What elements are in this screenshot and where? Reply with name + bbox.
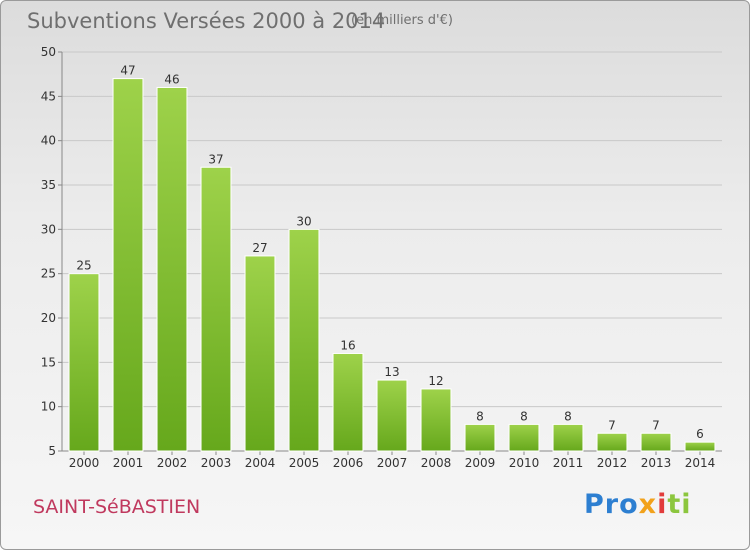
data-label: 7 <box>652 418 660 432</box>
y-tick-label: 15 <box>41 355 56 369</box>
x-tick-label: 2009 <box>465 456 496 470</box>
bar-2000 <box>68 273 100 452</box>
bar-2011 <box>552 423 584 452</box>
bar-2006 <box>332 352 364 452</box>
data-label: 25 <box>76 259 91 273</box>
x-tick-label: 2004 <box>245 456 276 470</box>
bar-2001 <box>112 78 144 452</box>
x-tick-label: 2000 <box>69 456 100 470</box>
data-label: 27 <box>252 241 267 255</box>
bar-2009 <box>464 423 496 452</box>
x-tick-label: 2013 <box>641 456 672 470</box>
y-tick-label: 5 <box>48 444 56 458</box>
y-tick-labels: 5 10 15 20 25 30 35 40 45 50 <box>41 45 56 458</box>
logo-part: Pro <box>584 489 639 520</box>
y-tick-label: 45 <box>41 89 56 103</box>
logo-part: x <box>638 489 658 520</box>
y-tick-label: 30 <box>41 222 56 236</box>
data-label: 8 <box>564 409 572 423</box>
bars <box>68 78 716 452</box>
bar-2005 <box>288 228 320 452</box>
x-tick-label: 2005 <box>289 456 320 470</box>
x-tick-label: 2003 <box>201 456 232 470</box>
y-tick-label: 35 <box>41 178 56 192</box>
data-label: 6 <box>696 427 704 441</box>
x-tick-label: 2012 <box>597 456 628 470</box>
bar-2002 <box>156 86 188 452</box>
x-tick-label: 2010 <box>509 456 540 470</box>
data-label: 16 <box>340 338 355 352</box>
data-label: 8 <box>520 409 528 423</box>
bar-2012 <box>596 432 628 452</box>
proxiti-logo: Proxiti <box>584 489 692 520</box>
y-tick-label: 25 <box>41 267 56 281</box>
chart-unit: (en milliers d'€) <box>351 13 453 28</box>
data-label: 47 <box>120 64 135 78</box>
x-tick-label: 2002 <box>157 456 188 470</box>
bar-2010 <box>508 423 540 452</box>
x-tick-label: 2001 <box>113 456 144 470</box>
y-tick-label: 10 <box>41 400 56 414</box>
x-tick-labels: 2000 2001 2002 2003 2004 2005 2006 2007 2008 2009… <box>69 456 716 470</box>
data-labels: 25 47 46 37 27 30 16 13 12 8 8 8 7 7 6 <box>76 64 703 442</box>
y-tick-label: 50 <box>41 45 56 59</box>
bar-2014 <box>684 441 716 452</box>
data-label: 8 <box>476 409 484 423</box>
x-tick-label: 2014 <box>685 456 716 470</box>
x-tick-label: 2008 <box>421 456 452 470</box>
bar-2013 <box>640 432 672 452</box>
chart-title: Subventions Versées 2000 à 2014 <box>27 9 386 33</box>
y-tick-label: 40 <box>41 134 56 148</box>
x-tick-label: 2007 <box>377 456 408 470</box>
logo-part: ti <box>667 489 692 520</box>
commune-name: SAINT-SéBASTIEN <box>33 496 201 518</box>
bar-2003 <box>200 166 232 452</box>
data-label: 12 <box>428 374 443 388</box>
data-label: 13 <box>384 365 399 379</box>
logo-part: i <box>657 489 668 520</box>
x-tick-label: 2011 <box>553 456 584 470</box>
y-tick-label: 20 <box>41 311 56 325</box>
data-label: 7 <box>608 418 616 432</box>
bar-2004 <box>244 255 276 452</box>
bar-2008 <box>420 388 452 452</box>
x-tick-label: 2006 <box>333 456 364 470</box>
data-label: 37 <box>208 152 223 166</box>
data-label: 30 <box>296 214 311 228</box>
bar-2007 <box>376 379 408 452</box>
data-label: 46 <box>164 72 179 86</box>
